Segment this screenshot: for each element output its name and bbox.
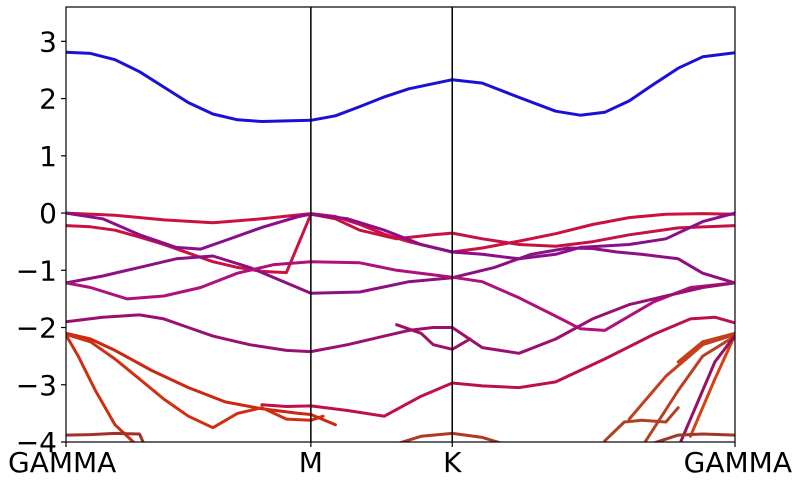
band-line-2 <box>66 211 735 254</box>
x-tick-label-k: K <box>443 446 462 479</box>
band-line-23 <box>603 406 680 442</box>
band-line-16 <box>627 332 735 421</box>
band-line-11 <box>260 381 454 418</box>
y-tick-label: −4 <box>16 426 57 459</box>
band-line-8 <box>66 281 735 355</box>
x-tick-label-gamma: GAMMA <box>684 446 792 479</box>
band-line-4 <box>450 224 735 248</box>
x-axis: GAMMA M K GAMMA <box>8 442 792 479</box>
y-tick-label: 2 <box>39 83 57 116</box>
band-line-17 <box>643 334 735 442</box>
band-line-18 <box>688 333 735 438</box>
band-lines <box>66 50 735 442</box>
band-line-20 <box>66 431 145 442</box>
x-tick-label-m: M <box>299 446 323 479</box>
x-tick-label-gamma: GAMMA <box>8 446 116 479</box>
y-tick-label: −1 <box>16 254 57 287</box>
band-line-12 <box>66 331 337 427</box>
high-symmetry-lines <box>310 7 454 442</box>
band-line-15 <box>676 331 735 364</box>
y-tick-label: 3 <box>39 25 57 58</box>
band-line-3 <box>66 212 454 275</box>
band-line-9 <box>395 323 472 351</box>
y-tick-label: 0 <box>39 197 57 230</box>
band-line-6 <box>66 246 735 295</box>
band-line-7 <box>66 260 735 332</box>
band-line-19 <box>679 334 735 442</box>
band-line-22 <box>652 432 735 442</box>
band-line-5 <box>66 211 735 261</box>
y-tick-label: −3 <box>16 369 57 402</box>
y-tick-label: −2 <box>16 312 57 345</box>
band-line-1 <box>66 50 735 123</box>
y-axis: 3 2 1 0 −1 −2 −3 −4 <box>16 25 66 459</box>
band-line-13 <box>66 332 325 430</box>
y-tick-label: 1 <box>39 140 57 173</box>
band-line-10 <box>450 315 735 390</box>
plot-frame <box>65 6 736 443</box>
